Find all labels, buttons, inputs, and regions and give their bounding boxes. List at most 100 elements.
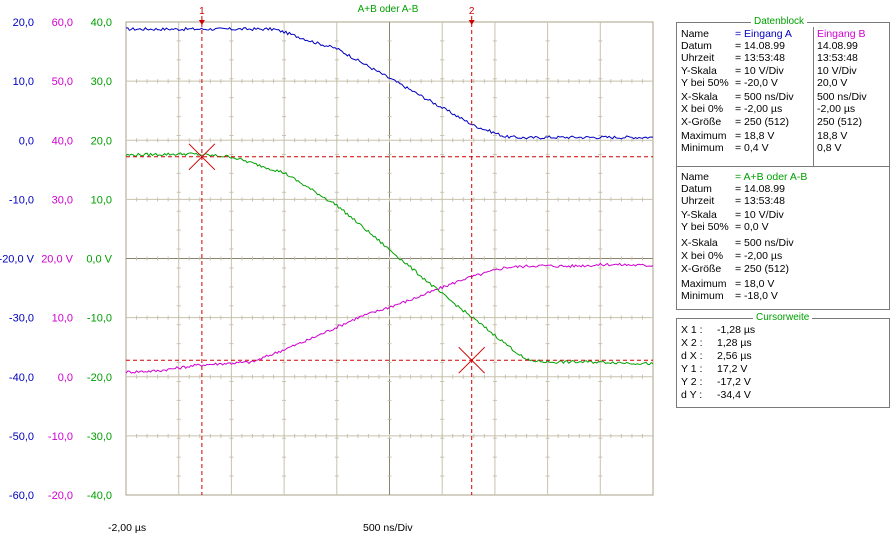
datenblock-title: Datenblock: [751, 16, 808, 28]
cursorweite-label: Y 1 :: [681, 363, 703, 375]
y-tick-label: -40,0: [9, 372, 34, 384]
y-tick-label: 50,0: [52, 76, 73, 88]
datenblock-label: Minimum: [681, 290, 724, 302]
datenblock-label: Datum: [681, 40, 712, 52]
oscilloscope-chart[interactable]: 20,010,00,0-10,0-20,0 V-30,0-40,0-50,0-6…: [0, 0, 676, 538]
datenblock-value-a: = Eingang A: [735, 28, 792, 40]
y-tick-label: -20,0: [87, 372, 112, 384]
datenblock-label: Y-Skala: [681, 65, 717, 77]
y-tick-label: 0,0: [19, 135, 34, 147]
cursor-marker-2: [468, 20, 475, 25]
datenblock-label: Uhrzeit: [681, 52, 715, 64]
datenblock-value-b: 10 V/Div: [817, 65, 857, 77]
datenblock-value-b: 14.08.99: [817, 40, 858, 52]
cursorweite-label: Y 2 :: [681, 376, 703, 388]
datenblock-label: Y bei 50%: [681, 221, 729, 233]
cursor-cross: [188, 143, 216, 171]
y-tick-label: 20,0: [13, 17, 34, 29]
cursorweite-panel: Cursorweite X 1 : -1,28 µs X 2 : 1,28 µs d X…: [676, 312, 890, 408]
cursorweite-label: X 2 :: [681, 337, 703, 349]
datenblock-value-a: = 14.08.99: [735, 40, 785, 52]
datenblock-label: X-Skala: [681, 237, 718, 249]
datenblock-value-sum: = 10 V/Div: [735, 209, 784, 221]
cursor-label-1: 1: [199, 6, 205, 17]
datenblock-value-sum: = -2,00 µs: [735, 250, 783, 262]
datenblock-value-sum: = 250 (512): [735, 263, 789, 275]
y-tick-label: -20,0: [48, 490, 73, 502]
y-tick-label: 40,0: [91, 17, 112, 29]
y-tick-label: -10,0: [87, 313, 112, 325]
grid: [125, 21, 654, 496]
datenblock-value-b: 20,0 V: [817, 77, 848, 89]
cursorweite-label: X 1 :: [681, 324, 703, 336]
datenblock-label: X bei 0%: [681, 250, 724, 262]
y-tick-label: -10,0: [48, 431, 73, 443]
datenblock-value-sum: = A+B oder A-B: [735, 171, 808, 183]
traces: [125, 26, 654, 374]
datenblock-value-b: Eingang B: [817, 28, 866, 40]
y-tick-label: 0,0: [58, 372, 73, 384]
datenblock-value-sum: = 0,0 V: [735, 221, 769, 233]
datenblock-label: Minimum: [681, 142, 724, 154]
y-tick-label: 60,0: [52, 17, 73, 29]
datenblock-value-b: 500 ns/Div: [817, 91, 867, 103]
y-tick-label: 10,0: [52, 313, 73, 325]
datenblock-label: Y-Skala: [681, 209, 717, 221]
datenblock-label: X-Skala: [681, 91, 718, 103]
datenblock-value-b: 0,8 V: [817, 142, 842, 154]
cursorweite-label: d Y :: [681, 389, 703, 401]
chart-title: A+B oder A-B: [358, 4, 419, 15]
datenblock-value-sum: = 14.08.99: [735, 183, 785, 195]
y-tick-label: -20,0 V: [0, 254, 35, 266]
datenblock-value-a: = 250 (512): [735, 116, 789, 128]
datenblock-value-a: = 0,4 V: [735, 142, 769, 154]
datenblock-value-a: = -2,00 µs: [735, 103, 783, 115]
datenblock-value-a: = -20,0 V: [735, 77, 778, 89]
cursorweite-label: d X :: [681, 350, 703, 362]
datenblock-value-sum: = -18,0 V: [735, 290, 778, 302]
y-tick-label: 10,0: [91, 194, 112, 206]
cursorweite-value: -34,4 V: [717, 389, 751, 401]
datenblock-value-b: 13:53:48: [817, 52, 858, 64]
datenblock-label: X-Größe: [681, 263, 722, 275]
y-tick-label: -30,0: [87, 431, 112, 443]
y-tick-label: -40,0: [87, 490, 112, 502]
datenblock-value-b: 18,8 V: [817, 130, 848, 142]
y-tick-label: -10,0: [9, 194, 34, 206]
datenblock-label: X-Größe: [681, 116, 722, 128]
y-tick-label: 20,0: [91, 135, 112, 147]
cursorweite-value: 1,28 µs: [717, 337, 752, 349]
y-tick-label: 10,0: [13, 76, 34, 88]
datenblock-panel: Datenblock Name = Eingang A Eingang B Datum…: [676, 16, 890, 310]
y-tick-label: -30,0: [9, 313, 34, 325]
x-div-label: 500 ns/Div: [363, 522, 413, 534]
datenblock-label: Name: [681, 28, 710, 40]
cursorweite-value: -17,2 V: [717, 376, 751, 388]
datenblock-label: Maximum: [681, 278, 727, 290]
cursor-cross: [458, 346, 486, 374]
cursorweite-value: 2,56 µs: [717, 350, 752, 362]
datenblock-value-a: = 18,8 V: [735, 130, 775, 142]
datenblock-label: Maximum: [681, 130, 727, 142]
trace-eingang-b: [125, 262, 654, 374]
y-tick-label: 30,0: [91, 76, 112, 88]
cursorweite-value: 17,2 V: [717, 363, 748, 375]
cursor-marker-1: [198, 20, 205, 25]
datenblock-value-a: = 10 V/Div: [735, 65, 784, 77]
trace-eingang-a: [126, 26, 654, 140]
datenblock-value-a: = 13:53:48: [735, 52, 785, 64]
y-tick-label: 20,0 V: [41, 254, 73, 266]
datenblock-label: Uhrzeit: [681, 195, 715, 207]
datenblock-label: Y bei 50%: [681, 77, 729, 89]
datenblock-value-sum: = 500 ns/Div: [735, 237, 794, 249]
datenblock-value-a: = 500 ns/Div: [735, 91, 794, 103]
tick-labels: 20,0 10,0 0,0 -10,0 -20,0 V -30,0 -40,0 -50,0 -6…: [0, 17, 113, 502]
y-tick-label: 30,0: [52, 194, 73, 206]
datenblock-value-b: -2,00 µs: [817, 103, 856, 115]
datenblock-label: Name: [681, 171, 710, 183]
trace-a-b-oder-a-b: [125, 152, 654, 366]
y-tick-label: 0,0 V: [86, 254, 112, 266]
y-tick-label: -50,0: [9, 431, 34, 443]
datenblock-label: X bei 0%: [681, 103, 724, 115]
